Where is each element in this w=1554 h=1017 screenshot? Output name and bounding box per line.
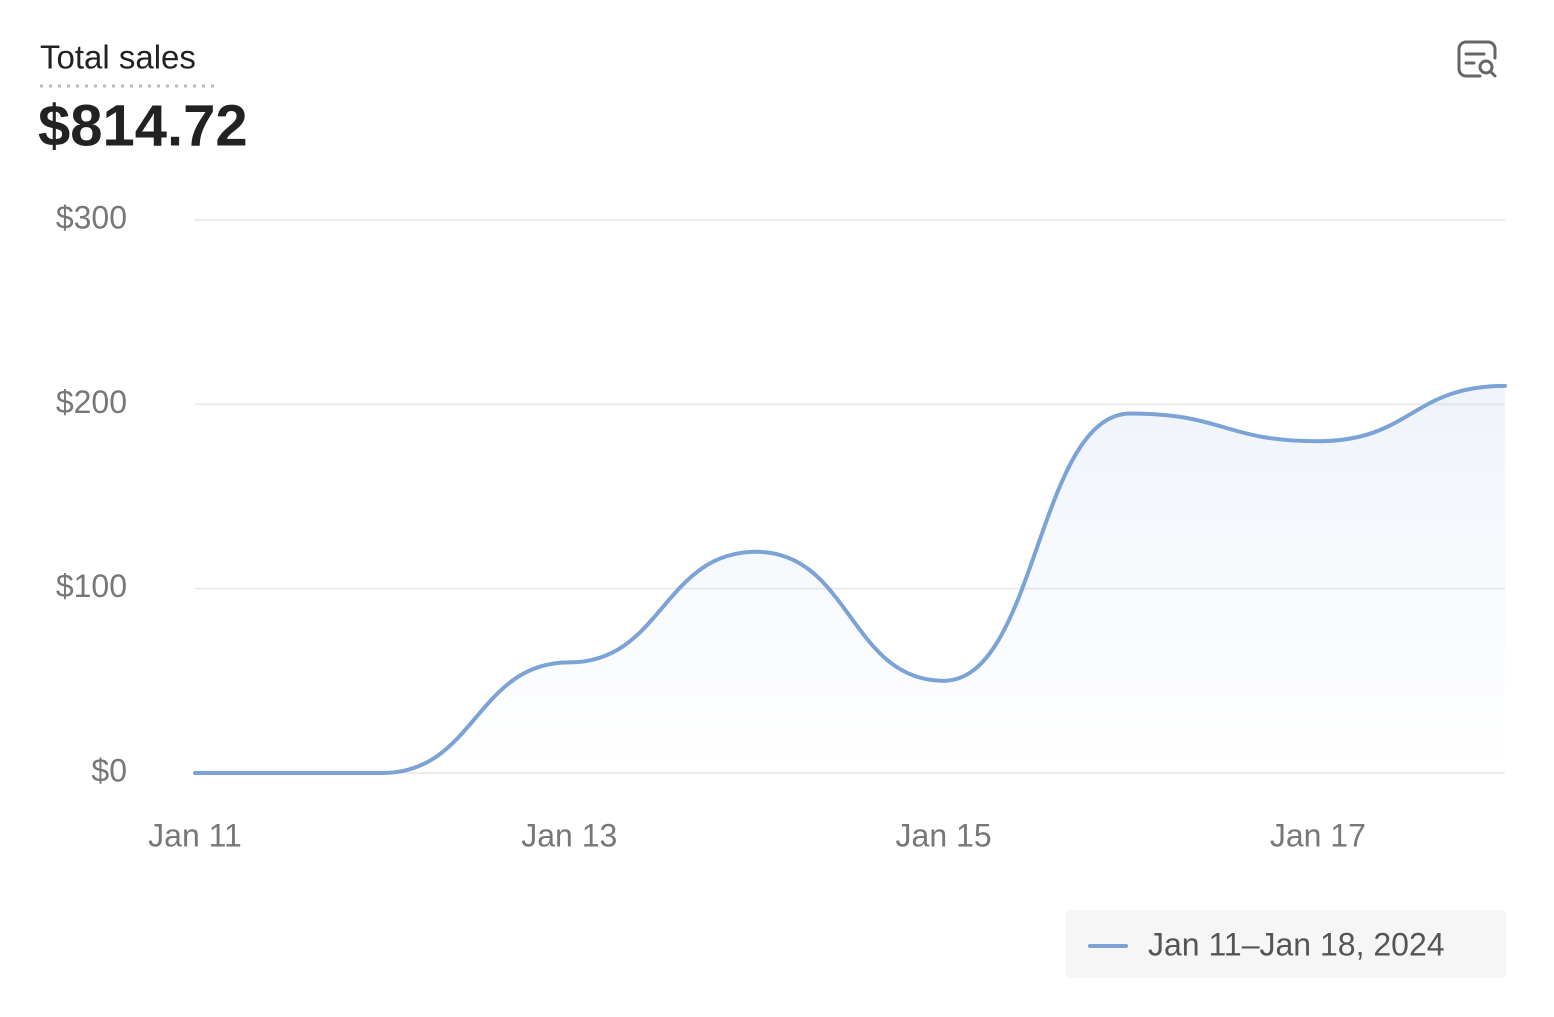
y-tick-label: $200 [56,384,127,420]
area [195,385,1505,773]
x-tick-label: Jan 13 [521,817,617,853]
y-tick-label: $0 [91,752,127,788]
y-tick-label: $100 [56,568,127,604]
x-tick-label: Jan 15 [896,817,992,853]
summary-value: $814.72 [38,93,248,158]
y-tick-label: $300 [56,199,127,235]
legend-label: Jan 11–Jan 18, 2024 [1148,926,1445,962]
line [193,383,1507,776]
x-tick-label: Jan 11 [148,817,242,853]
legend: Jan 11–Jan 18, 2024 [1066,910,1506,978]
report-icon[interactable] [1457,40,1497,78]
legend-box [1066,910,1506,978]
x-tick-label: Jan 17 [1270,817,1366,853]
chart-title: Total sales [40,39,196,76]
